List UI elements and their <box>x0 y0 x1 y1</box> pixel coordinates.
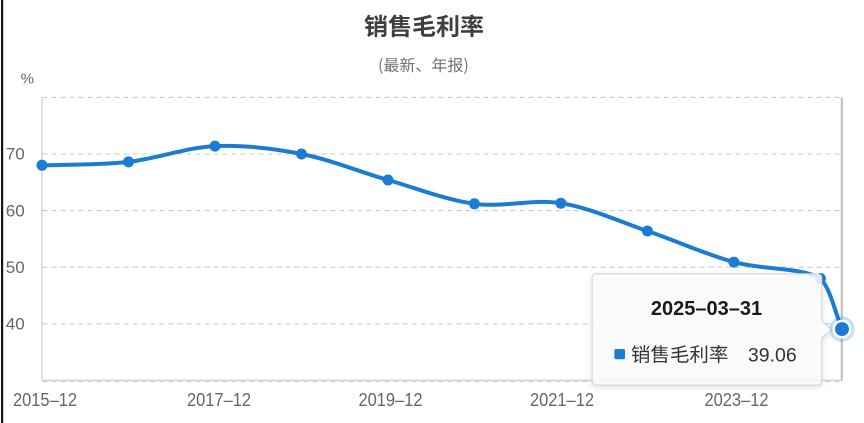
svg-text:39.06: 39.06 <box>748 345 797 367</box>
svg-text:60: 60 <box>6 201 25 220</box>
svg-text:2017–12: 2017–12 <box>187 389 251 410</box>
svg-text:40: 40 <box>6 315 25 334</box>
svg-text:2025–03–31: 2025–03–31 <box>651 298 762 320</box>
svg-text:50: 50 <box>6 258 25 277</box>
svg-text:2015–12: 2015–12 <box>13 389 77 410</box>
svg-text:%: % <box>21 71 34 88</box>
svg-text:2019–12: 2019–12 <box>359 389 423 410</box>
svg-text:2023–12: 2023–12 <box>705 389 769 410</box>
svg-text:2021–12: 2021–12 <box>530 389 594 410</box>
svg-text:70: 70 <box>6 145 25 164</box>
